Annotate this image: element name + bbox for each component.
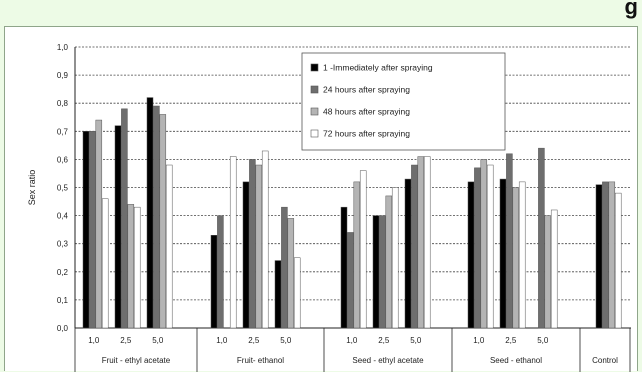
y-tick-label: 0,2 bbox=[57, 268, 69, 277]
y-axis-title: Sex ratio bbox=[27, 170, 37, 206]
legend-swatch bbox=[310, 129, 319, 138]
bar bbox=[404, 178, 412, 329]
chart-frame: 0,0 0,1 0,2 0,3 0,4 0,5 0,6 0,7 0,8 0,9 1,0 Sex rat… bbox=[4, 26, 638, 372]
bar bbox=[133, 206, 141, 329]
bar bbox=[127, 204, 135, 329]
bar bbox=[347, 232, 354, 329]
x-tick-label: 1,0 bbox=[473, 336, 485, 345]
bar bbox=[423, 156, 431, 329]
bar bbox=[602, 181, 609, 329]
legend-swatch bbox=[310, 63, 319, 72]
bar bbox=[411, 164, 418, 329]
bar bbox=[287, 218, 295, 329]
bar bbox=[210, 235, 218, 329]
bar-chart: 0,0 0,1 0,2 0,3 0,4 0,5 0,6 0,7 0,8 0,9 1,0 Sex rat… bbox=[27, 43, 631, 372]
bar bbox=[518, 181, 526, 329]
bar bbox=[95, 119, 103, 329]
legend-entry: 1 -Immediately after spraying bbox=[323, 63, 433, 73]
y-tick-label: 0,7 bbox=[57, 127, 69, 136]
x-group-label: Seed - ethyl acetate bbox=[352, 356, 424, 365]
bar bbox=[114, 125, 122, 329]
bar bbox=[474, 167, 481, 329]
bar bbox=[165, 164, 173, 329]
bar bbox=[480, 159, 488, 329]
x-tick-label: 5,0 bbox=[280, 336, 292, 345]
x-tick-label: 1,0 bbox=[346, 336, 358, 345]
bar bbox=[391, 187, 399, 329]
bar bbox=[512, 187, 520, 329]
bar bbox=[379, 215, 386, 329]
bar bbox=[242, 181, 250, 329]
x-group-label: Fruit - ethyl acetate bbox=[102, 356, 171, 365]
y-tick-label: 0,3 bbox=[57, 240, 69, 249]
y-tick-label: 1,0 bbox=[57, 43, 69, 52]
bar bbox=[544, 215, 552, 329]
bar bbox=[340, 206, 348, 329]
y-tick-label: 0,4 bbox=[57, 212, 69, 221]
y-tick-label: 0,9 bbox=[57, 71, 69, 80]
bar bbox=[159, 114, 167, 329]
x-tick-label: 1,0 bbox=[216, 336, 228, 345]
bar bbox=[608, 181, 616, 329]
bar bbox=[417, 156, 425, 329]
bar bbox=[89, 131, 96, 329]
bar bbox=[293, 257, 301, 329]
bar bbox=[499, 178, 507, 329]
legend-swatch bbox=[310, 85, 319, 94]
legend-entry: 24 hours after spraying bbox=[323, 85, 410, 95]
title-fragment: g bbox=[624, 0, 638, 19]
x-group-label: Control bbox=[592, 356, 618, 365]
bar bbox=[614, 192, 622, 329]
bar bbox=[101, 198, 109, 329]
legend-entry: 72 hours after spraying bbox=[323, 129, 410, 139]
x-tick-label: 5,0 bbox=[537, 336, 549, 345]
bar bbox=[274, 260, 282, 329]
y-tick-label: 0,6 bbox=[57, 155, 69, 164]
x-group-label: Seed - ethanol bbox=[490, 356, 542, 365]
x-group-label: Fruit- ethanol bbox=[237, 356, 284, 365]
bar bbox=[467, 181, 475, 329]
bar bbox=[550, 209, 558, 329]
bar bbox=[486, 164, 494, 329]
x-tick-label: 2,5 bbox=[248, 336, 260, 345]
x-tick-label: 2,5 bbox=[505, 336, 517, 345]
bar bbox=[281, 206, 288, 329]
bar bbox=[353, 181, 361, 329]
bar bbox=[217, 215, 224, 329]
x-tick-label: 1,0 bbox=[88, 336, 100, 345]
y-tick-label: 0,0 bbox=[57, 324, 69, 333]
x-tick-label: 2,5 bbox=[378, 336, 390, 345]
bar bbox=[229, 156, 237, 329]
legend-swatch bbox=[310, 107, 319, 116]
bar bbox=[385, 195, 393, 329]
x-tick-label: 5,0 bbox=[410, 336, 422, 345]
legend-entry: 48 hours after spraying bbox=[323, 107, 410, 117]
legend-box bbox=[301, 52, 506, 151]
bar bbox=[121, 108, 128, 329]
bar bbox=[372, 215, 380, 329]
bar bbox=[538, 147, 545, 329]
bar bbox=[146, 97, 154, 329]
bar bbox=[595, 184, 603, 329]
bar bbox=[359, 170, 367, 329]
x-tick-label: 5,0 bbox=[152, 336, 164, 345]
bar bbox=[506, 153, 513, 329]
bar bbox=[249, 159, 256, 329]
bar bbox=[153, 105, 160, 329]
y-tick-label: 0,8 bbox=[57, 99, 69, 108]
x-tick-label: 2,5 bbox=[120, 336, 132, 345]
y-tick-label: 0,5 bbox=[57, 184, 69, 193]
bar bbox=[261, 150, 269, 329]
bar bbox=[82, 131, 90, 329]
bar bbox=[255, 164, 263, 329]
y-tick-label: 0,1 bbox=[57, 296, 69, 305]
